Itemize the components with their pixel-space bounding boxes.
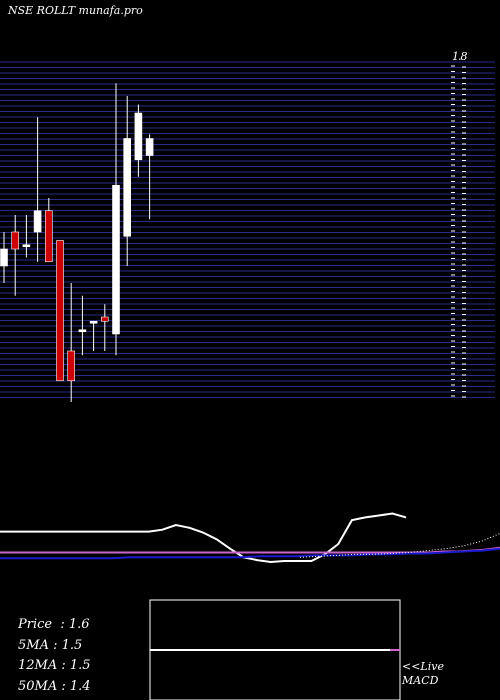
candle-up <box>78 329 87 333</box>
stat-separator: : <box>57 678 70 694</box>
candle-up <box>0 248 8 267</box>
macd-panel <box>149 599 401 700</box>
chart-title: NSE ROLLT munafa.pro <box>8 4 143 17</box>
macd-name: MACD <box>402 674 439 687</box>
candles <box>0 83 154 402</box>
stat-label: 12MA <box>18 658 58 673</box>
candle-up <box>145 138 154 156</box>
stat-price: Price : 1.6 <box>18 615 91 636</box>
price-scale-top-label: 1.8 <box>452 50 467 63</box>
stat-label: 50MA <box>18 678 58 694</box>
macd-label: <<Live MACD <box>402 660 444 688</box>
stat-5ma: 5MA : 1.5 <box>18 636 91 657</box>
candle-up <box>112 184 120 335</box>
candle-down <box>56 240 64 382</box>
ma-dotted <box>299 533 500 558</box>
ma-blue <box>0 547 500 560</box>
stats-block: Price : 1.6 5MA : 1.5 12MA : 1.5 50MA : … <box>18 615 91 697</box>
stat-value: 1.5 <box>69 658 91 673</box>
ma-pink <box>0 546 500 554</box>
stat-50ma: 50MA : 1.4 <box>18 677 91 698</box>
candle-down <box>44 210 53 263</box>
stat-value: 1.4 <box>69 678 91 694</box>
candle-up <box>123 138 131 237</box>
stat-value: 1.5 <box>61 637 83 653</box>
candle-down <box>11 231 19 250</box>
stat-separator: : <box>52 617 69 632</box>
live-label: <<Live <box>402 660 444 673</box>
stat-12ma: 12MA : 1.5 <box>18 656 91 677</box>
candle-up <box>33 210 42 233</box>
stat-value: 1.6 <box>68 617 90 632</box>
price-grid <box>0 61 495 398</box>
candle-up <box>22 244 31 248</box>
candle-up <box>89 320 98 324</box>
price-line <box>0 512 407 564</box>
candle-down <box>67 350 75 382</box>
stat-label: 5MA <box>18 637 49 653</box>
stat-separator: : <box>48 637 62 653</box>
candle-down <box>101 316 109 322</box>
stat-separator: : <box>57 658 70 673</box>
candle-up <box>134 112 143 161</box>
price-scale-ticks <box>451 65 466 398</box>
stat-label: Price <box>18 617 53 632</box>
moving-average-lines <box>0 512 500 564</box>
